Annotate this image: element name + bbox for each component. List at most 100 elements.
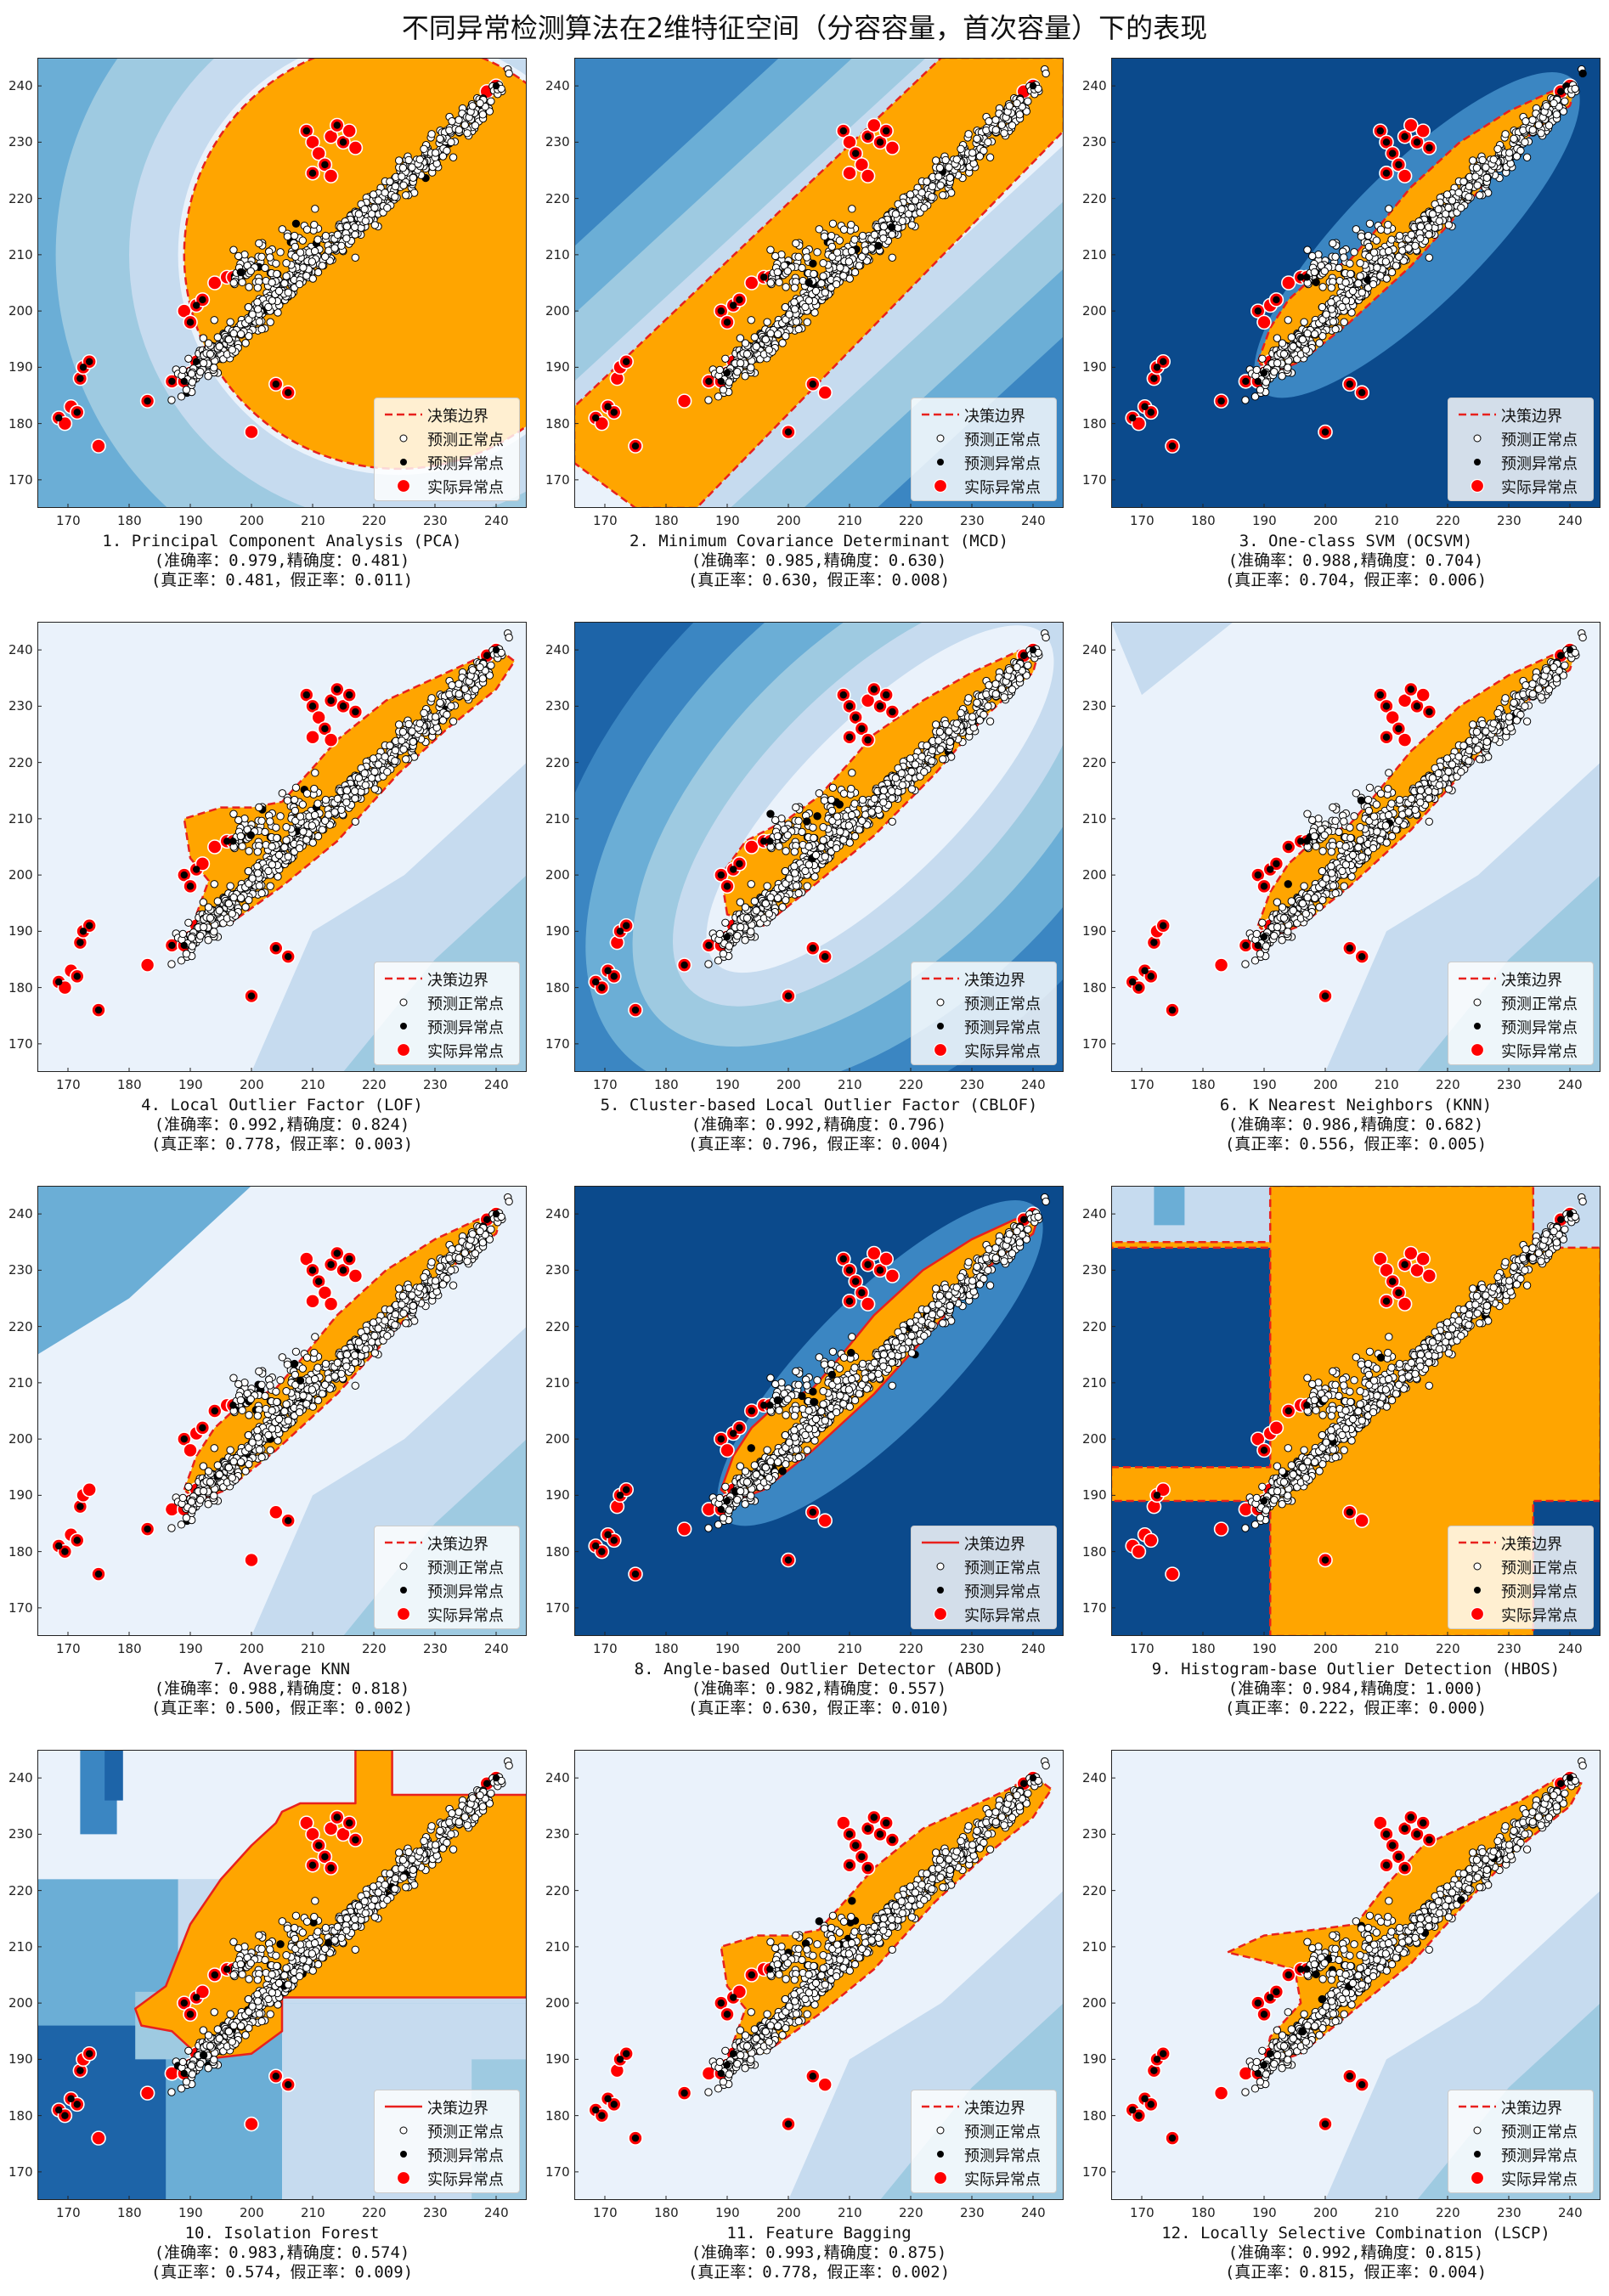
- pred-normal-point: [1315, 903, 1324, 911]
- pred-normal-point: [819, 836, 827, 844]
- pred-normal-point: [801, 302, 810, 312]
- pred-normal-point: [310, 810, 319, 820]
- pred-outlier-point: [809, 259, 817, 268]
- pred-normal-point: [941, 719, 950, 729]
- pred-outlier-point: [852, 714, 860, 721]
- pred-normal-point: [939, 755, 947, 764]
- pred-normal-point: [765, 346, 773, 354]
- pred-outlier-point: [1260, 369, 1268, 377]
- pred-normal-point: [369, 190, 378, 199]
- pred-normal-point: [1516, 146, 1525, 155]
- x-tick-label: 170: [56, 513, 81, 528]
- pred-normal-point: [255, 318, 264, 326]
- pred-normal-point: [268, 296, 277, 305]
- pred-normal-point: [468, 102, 477, 110]
- pred-outlier-point: [876, 702, 884, 710]
- y-tick-label: 230: [8, 698, 33, 714]
- pred-normal-point: [1369, 279, 1378, 289]
- pred-outlier-point: [1020, 652, 1028, 659]
- subplot-name: 4. Local Outlier Factor (LOF): [141, 1096, 423, 1114]
- subplot-3: 170 180 190 200 210 220 230 240 170 180 190 200 210 2…: [1082, 58, 1601, 590]
- y-tick-label: 230: [1082, 134, 1107, 150]
- true-outlier-point: [323, 732, 339, 747]
- y-tick-label: 180: [8, 415, 33, 432]
- pred-normal-point: [398, 736, 406, 745]
- true-outlier-point: [744, 275, 759, 291]
- y-tick-label: 200: [545, 303, 570, 319]
- pred-normal-point: [330, 808, 339, 816]
- legend-label: 实际异常点: [964, 479, 1041, 497]
- pred-normal-point: [1013, 663, 1021, 672]
- pred-outlier-point: [598, 984, 606, 991]
- pred-outlier-point: [623, 358, 630, 365]
- pred-normal-point: [420, 708, 428, 718]
- pred-normal-point: [351, 253, 359, 262]
- pred-normal-point: [1444, 203, 1453, 212]
- y-tick-label: 190: [8, 923, 33, 939]
- legend-symbol: [936, 998, 945, 1007]
- y-tick-label: 180: [545, 979, 570, 996]
- pred-normal-point: [204, 903, 213, 911]
- true-outlier-point: [854, 157, 870, 172]
- pred-normal-point: [725, 942, 734, 951]
- pred-normal-point: [290, 231, 299, 240]
- pred-normal-point: [763, 318, 771, 326]
- pred-normal-point: [308, 821, 317, 830]
- plot-area: [37, 58, 527, 508]
- pred-outlier-point: [76, 375, 84, 382]
- legend-label: 预测异常点: [1501, 455, 1578, 473]
- pred-normal-point: [790, 862, 799, 871]
- y-tick-label: 210: [1082, 246, 1107, 262]
- pred-normal-point: [383, 768, 392, 776]
- pred-normal-point: [813, 248, 821, 257]
- legend-label: 预测异常点: [964, 1019, 1041, 1037]
- pred-normal-point: [946, 173, 955, 182]
- pred-normal-point: [199, 922, 208, 932]
- pred-normal-point: [318, 826, 327, 834]
- pred-normal-point: [794, 252, 803, 262]
- pred-normal-point: [794, 889, 803, 898]
- pred-normal-point: [1024, 97, 1032, 105]
- pred-outlier-point: [736, 296, 743, 304]
- pred-outlier-point: [680, 961, 688, 969]
- subplot-name: 1. Principal Component Analysis (PCA): [102, 532, 462, 550]
- pred-normal-point: [773, 832, 782, 841]
- pred-normal-point: [817, 843, 826, 852]
- y-tick-label: 210: [545, 810, 570, 826]
- pred-normal-point: [911, 196, 920, 205]
- accuracy-precision-line: (准确率：0.985,精确度：0.630): [691, 551, 947, 570]
- pred-normal-point: [850, 799, 859, 808]
- pred-normal-point: [253, 862, 262, 871]
- pred-outlier-point: [1029, 82, 1037, 90]
- pred-normal-point: [1262, 378, 1271, 386]
- plot-area: [574, 58, 1064, 508]
- pred-normal-point: [952, 719, 961, 728]
- pred-outlier-point: [730, 866, 737, 873]
- pred-normal-point: [997, 685, 1006, 693]
- y-tick-label: 210: [8, 810, 33, 826]
- legend-item-boundary: 决策边界: [1448, 403, 1593, 426]
- legend-label: 预测正常点: [964, 432, 1041, 449]
- legend-item-true-outlier: 实际异常点: [375, 1039, 519, 1061]
- pred-normal-point: [850, 832, 860, 841]
- pred-normal-point: [282, 272, 291, 280]
- pred-outlier-point: [1153, 364, 1161, 371]
- pred-normal-point: [178, 365, 188, 375]
- pred-normal-point: [858, 795, 867, 804]
- pred-normal-point: [284, 288, 292, 297]
- pred-normal-point: [798, 263, 806, 273]
- pred-normal-point: [1289, 342, 1297, 351]
- y-tick-label: 170: [545, 471, 570, 488]
- pred-normal-point: [1537, 129, 1545, 138]
- pred-normal-point: [775, 278, 783, 287]
- pred-normal-point: [1571, 84, 1579, 93]
- pred-normal-point: [819, 823, 827, 832]
- pred-normal-point: [766, 245, 775, 254]
- legend-symbol: [922, 977, 959, 980]
- true-outlier-point: [1256, 314, 1272, 330]
- pred-normal-point: [935, 727, 945, 736]
- pred-normal-point: [402, 191, 410, 200]
- pred-normal-point: [206, 914, 215, 922]
- x-tick-label: 170: [56, 1077, 81, 1092]
- pred-normal-point: [266, 253, 274, 262]
